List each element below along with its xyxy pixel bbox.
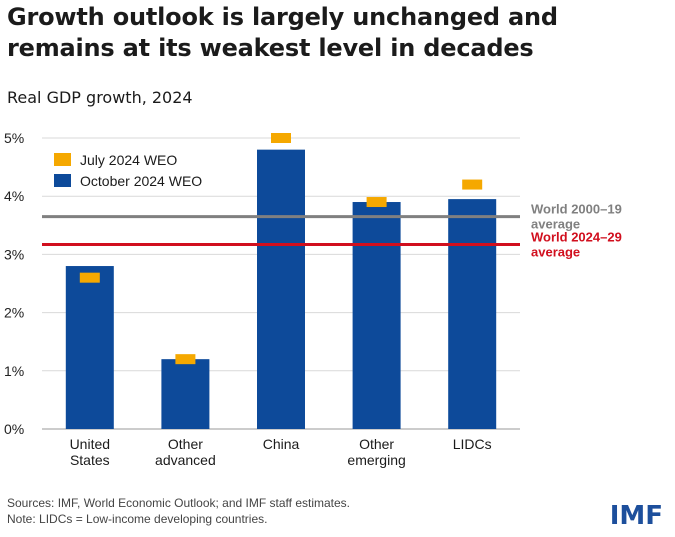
legend-label: July 2024 WEO <box>80 152 177 168</box>
imf-logo: IMF <box>609 501 663 531</box>
x-tick-label: advanced <box>155 452 216 468</box>
july-marker <box>175 354 196 365</box>
july-marker <box>462 179 483 190</box>
y-tick-label: 5% <box>4 130 24 146</box>
title-line-1: Growth outlook is largely unchanged and <box>7 3 558 31</box>
y-tick-label: 0% <box>4 421 24 437</box>
chart-subtitle: Real GDP growth, 2024 <box>7 88 193 107</box>
bar <box>448 199 497 429</box>
legend-label: October 2024 WEO <box>80 173 202 189</box>
y-tick-label: 3% <box>4 246 24 262</box>
reference-line-label: World 2024–29 <box>531 230 622 245</box>
x-tick-label: Other <box>168 436 203 452</box>
july-marker <box>79 272 100 283</box>
sources-note: Sources: IMF, World Economic Outlook; an… <box>7 496 351 510</box>
chart-title: Growth outlook is largely unchanged and … <box>7 2 667 64</box>
abbreviation-note: Note: LIDCs = Low-income developing coun… <box>7 512 268 526</box>
x-tick-label: States <box>70 452 110 468</box>
x-tick-label: Other <box>359 436 394 452</box>
footer-notes: Sources: IMF, World Economic Outlook; an… <box>7 495 350 527</box>
title-line-2: remains at its weakest level in decades <box>7 34 534 62</box>
x-tick-label: LIDCs <box>453 436 492 452</box>
bar <box>65 266 114 429</box>
reference-line-label: average <box>531 245 580 260</box>
reference-line-label: World 2000–19 <box>531 202 622 217</box>
x-tick-label: United <box>70 436 110 452</box>
x-tick-label: emerging <box>347 452 405 468</box>
bar <box>352 202 401 429</box>
july-marker <box>271 133 291 143</box>
legend-swatch-october <box>54 174 71 187</box>
y-tick-label: 2% <box>4 305 24 321</box>
y-tick-label: 4% <box>4 188 24 204</box>
y-tick-label: 1% <box>4 363 24 379</box>
bar <box>161 359 210 429</box>
reference-line-label: average <box>531 217 580 232</box>
x-tick-label: China <box>263 436 300 452</box>
bar <box>257 149 305 429</box>
july-marker <box>366 197 387 208</box>
legend-swatch-july <box>54 153 71 166</box>
